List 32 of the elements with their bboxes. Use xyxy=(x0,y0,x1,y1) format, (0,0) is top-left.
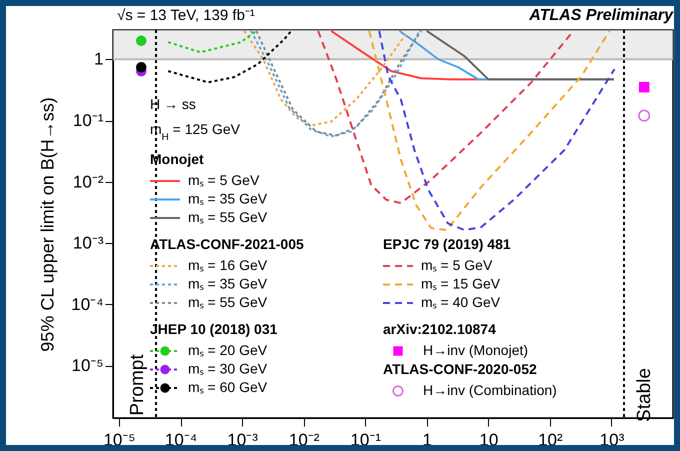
annotation: H → ss xyxy=(150,96,196,112)
y-axis-title: 95% CL upper limit on B(H→ss) xyxy=(37,97,58,352)
chart-subtitle: √s = 13 TeV, 139 fb⁻¹ xyxy=(117,7,255,24)
legend-label: mₛ = 35 GeV xyxy=(188,276,268,292)
legend-label: mₛ = 15 GeV xyxy=(421,276,501,292)
annotation: ATLAS-CONF-2020-052 xyxy=(383,361,537,377)
ref-line-label: Stable xyxy=(634,368,656,422)
ref-line-label: Prompt xyxy=(127,354,148,416)
y-tick-label: 10⁻⁴ xyxy=(71,294,104,314)
legend-label: H→inv (Combination) xyxy=(423,382,557,398)
legend-label: mₛ = 35 GeV xyxy=(188,190,268,206)
annotation: arXiv:2102.10874 xyxy=(383,321,496,337)
legend-label: mₛ = 40 GeV xyxy=(421,294,501,310)
legend-label: mₛ = 30 GeV xyxy=(188,360,268,376)
y-tick-label: 10⁻¹ xyxy=(72,111,104,130)
legend-label: H→inv (Monojet) xyxy=(423,342,528,358)
legend-label: mₛ = 16 GeV xyxy=(188,257,268,273)
chart-title: ATLAS Preliminary xyxy=(528,7,674,24)
y-tick-label: 10⁻² xyxy=(72,172,104,192)
annotation: JHEP 10 (2018) 031 xyxy=(150,321,278,337)
legend-label: mₛ = 5 GeV xyxy=(188,172,260,188)
legend-label: mₛ = 55 GeV xyxy=(188,209,268,225)
legend-label: mₛ = 20 GeV xyxy=(188,342,268,358)
annotation: Monojet xyxy=(150,151,204,167)
annotation: EPJC 79 (2019) 481 xyxy=(383,236,511,252)
y-tick-label: 1 xyxy=(94,50,104,69)
y-tick-label: 10⁻⁵ xyxy=(72,356,104,376)
legend-label: mₛ = 60 GeV xyxy=(188,379,268,395)
legend-label: mₛ = 5 GeV xyxy=(421,257,493,273)
annotation: ATLAS-CONF-2021-005 xyxy=(150,236,304,252)
y-tick-label: 10⁻³ xyxy=(72,234,104,253)
legend-label: mₛ = 55 GeV xyxy=(188,294,268,310)
